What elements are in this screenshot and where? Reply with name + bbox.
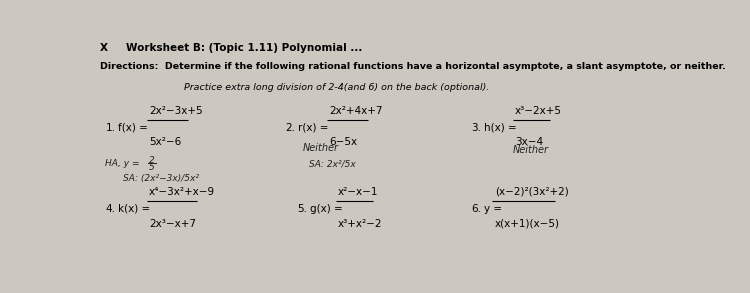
Text: 3x−4: 3x−4 bbox=[515, 137, 543, 147]
Text: 2x²−3x+5: 2x²−3x+5 bbox=[149, 106, 202, 116]
Text: r(x) =: r(x) = bbox=[298, 123, 328, 133]
Text: 2.: 2. bbox=[286, 123, 296, 133]
Text: (x−2)²(3x²+2): (x−2)²(3x²+2) bbox=[495, 187, 568, 197]
Text: 3.: 3. bbox=[472, 123, 482, 133]
Text: 2x³−x+7: 2x³−x+7 bbox=[149, 219, 196, 229]
Text: Worksheet B: (Topic 1.11) Polynomial ...: Worksheet B: (Topic 1.11) Polynomial ... bbox=[126, 43, 362, 53]
Text: X: X bbox=[100, 43, 107, 53]
Text: x²−x−1: x²−x−1 bbox=[338, 187, 378, 197]
Text: SA: 2x²/5x: SA: 2x²/5x bbox=[309, 159, 356, 168]
Text: x⁴−3x²+x−9: x⁴−3x²+x−9 bbox=[149, 187, 215, 197]
Text: y =: y = bbox=[484, 204, 502, 214]
Text: 4.: 4. bbox=[105, 204, 116, 214]
Text: 2x²+4x+7: 2x²+4x+7 bbox=[329, 106, 382, 116]
Text: h(x) =: h(x) = bbox=[484, 123, 517, 133]
Text: f(x) =: f(x) = bbox=[118, 123, 148, 133]
Text: Directions:  Determine if the following rational functions have a horizontal asy: Directions: Determine if the following r… bbox=[100, 62, 725, 71]
Text: Neither: Neither bbox=[512, 145, 548, 155]
Text: 1.: 1. bbox=[105, 123, 116, 133]
Text: 5x²−6: 5x²−6 bbox=[149, 137, 182, 147]
Text: Neither: Neither bbox=[303, 143, 339, 153]
Text: k(x) =: k(x) = bbox=[118, 204, 151, 214]
Text: Practice extra long division of 2-4(and 6) on the back (optional).: Practice extra long division of 2-4(and … bbox=[184, 83, 489, 91]
Text: g(x) =: g(x) = bbox=[310, 204, 343, 214]
Text: SA: (2x²−3x)/5x²: SA: (2x²−3x)/5x² bbox=[123, 174, 199, 183]
Text: x³+x²−2: x³+x²−2 bbox=[338, 219, 382, 229]
Text: 5.: 5. bbox=[297, 204, 307, 214]
Text: x³−2x+5: x³−2x+5 bbox=[515, 106, 562, 116]
Text: HA, y =: HA, y = bbox=[105, 159, 140, 168]
Text: 2: 2 bbox=[149, 156, 154, 165]
Text: 6.: 6. bbox=[472, 204, 482, 214]
Text: 6−5x: 6−5x bbox=[329, 137, 357, 147]
Text: 5: 5 bbox=[149, 163, 154, 172]
Text: x(x+1)(x−5): x(x+1)(x−5) bbox=[495, 219, 560, 229]
